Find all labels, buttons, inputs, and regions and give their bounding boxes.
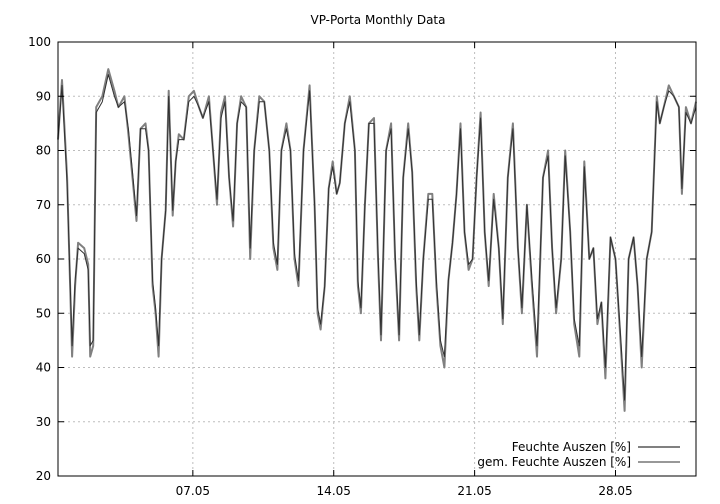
- y-tick-label: 20: [36, 469, 51, 483]
- legend: Feuchte Auszen [%]gem. Feuchte Auszen [%…: [477, 440, 680, 469]
- y-tick-label: 60: [36, 252, 51, 266]
- ticks: 20 30 40 50 60 70 80 90 100 07.05 14.05 21.05 28.05: [28, 35, 696, 498]
- x-tick-label: 14.05: [317, 484, 351, 498]
- legend-label: Feuchte Auszen [%]: [512, 440, 631, 454]
- y-tick-label: 100: [28, 35, 51, 49]
- y-tick-label: 40: [36, 361, 51, 375]
- chart-title: VP-Porta Monthly Data: [311, 13, 446, 27]
- series-line-1: [57, 68, 697, 412]
- x-tick-label: 21.05: [457, 484, 491, 498]
- x-tick-label: 28.05: [598, 484, 632, 498]
- x-tick-label: 07.05: [176, 484, 210, 498]
- y-tick-label: 80: [36, 144, 51, 158]
- legend-label: gem. Feuchte Auszen [%]: [477, 455, 631, 469]
- y-tick-label: 90: [36, 89, 51, 103]
- y-tick-label: 50: [36, 306, 51, 320]
- y-tick-label: 30: [36, 415, 51, 429]
- series-layer: [57, 68, 697, 412]
- y-tick-label: 70: [36, 198, 51, 212]
- series-line-2: [57, 74, 697, 401]
